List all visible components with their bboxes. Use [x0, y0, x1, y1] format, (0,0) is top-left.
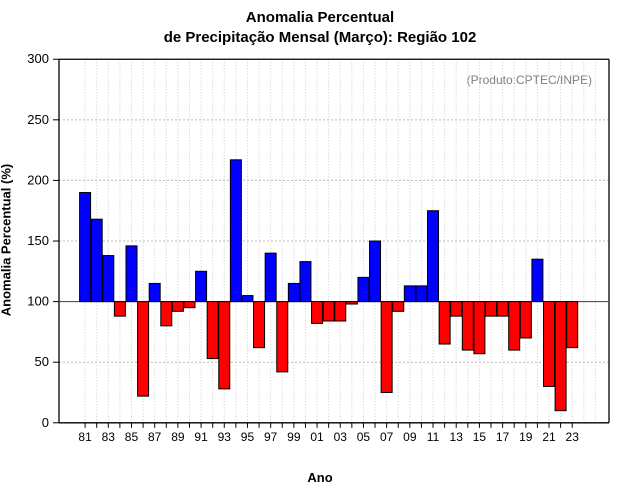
svg-text:21: 21	[542, 430, 556, 444]
svg-text:17: 17	[496, 430, 510, 444]
svg-text:50: 50	[35, 354, 49, 369]
svg-text:97: 97	[264, 430, 278, 444]
svg-text:15: 15	[473, 430, 487, 444]
svg-text:05: 05	[357, 430, 371, 444]
svg-text:150: 150	[27, 233, 49, 248]
svg-text:99: 99	[287, 430, 301, 444]
svg-text:93: 93	[218, 430, 232, 444]
svg-text:83: 83	[102, 430, 116, 444]
svg-text:250: 250	[27, 112, 49, 127]
svg-text:100: 100	[27, 294, 49, 309]
svg-text:07: 07	[380, 430, 394, 444]
svg-text:95: 95	[241, 430, 255, 444]
svg-text:91: 91	[194, 430, 208, 444]
svg-text:300: 300	[27, 51, 49, 66]
svg-text:19: 19	[519, 430, 533, 444]
svg-text:09: 09	[403, 430, 417, 444]
svg-text:01: 01	[310, 430, 324, 444]
svg-text:89: 89	[171, 430, 185, 444]
svg-text:85: 85	[125, 430, 139, 444]
svg-text:81: 81	[78, 430, 92, 444]
svg-text:87: 87	[148, 430, 162, 444]
svg-text:0: 0	[42, 415, 49, 430]
svg-text:11: 11	[427, 430, 440, 444]
svg-text:200: 200	[27, 172, 49, 187]
svg-text:23: 23	[566, 430, 580, 444]
svg-text:13: 13	[450, 430, 464, 444]
svg-text:03: 03	[334, 430, 348, 444]
